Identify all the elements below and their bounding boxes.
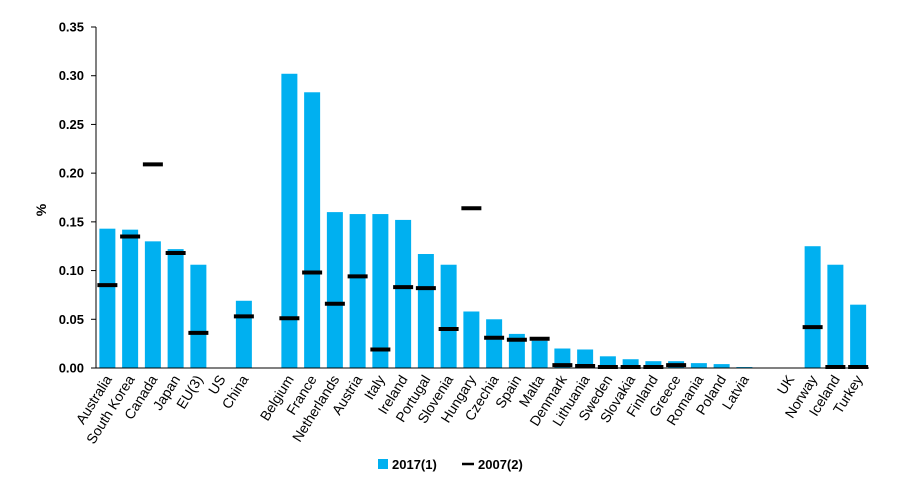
bar-2017 [190, 264, 207, 368]
bar-2017 [622, 359, 639, 368]
legend-label-2017: 2017(1) [392, 457, 437, 472]
bar-2017 [304, 92, 321, 368]
bar-2017 [281, 73, 298, 368]
y-tick-label: 0.20 [59, 166, 84, 181]
y-tick-label: 0.05 [59, 312, 84, 327]
y-axis-ticks: 0.00 0.05 0.10 0.15 0.20 0.25 0.30 0.35 [59, 20, 96, 376]
y-tick-label: 0.00 [59, 361, 84, 376]
bar-2017 [326, 212, 343, 368]
y-tick-label: 0.15 [59, 214, 84, 229]
y-axis-label: % [33, 203, 49, 216]
bar-2017 [804, 246, 821, 368]
y-tick-label: 0.35 [59, 20, 84, 35]
bar-2017 [645, 361, 662, 368]
bar-2017 [850, 304, 867, 368]
y-tick-label: 0.30 [59, 68, 84, 83]
bar-2017 [486, 319, 503, 368]
bar-2017 [144, 241, 161, 368]
legend-label-2007: 2007(2) [478, 457, 523, 472]
bar-2017 [531, 340, 548, 368]
bar-2017 [599, 356, 616, 368]
legend-swatch-2017 [378, 459, 388, 469]
dashes-2007 [97, 162, 869, 370]
bar-2017 [417, 254, 434, 368]
bar-2017 [713, 364, 730, 368]
bar-2017 [827, 264, 844, 368]
bar-2017 [349, 214, 366, 368]
bar-2017 [235, 300, 252, 368]
legend: 2017(1) 2007(2) [378, 457, 523, 472]
bar-2017 [690, 363, 707, 368]
bar-2017 [508, 333, 525, 368]
bar-2017 [167, 249, 184, 368]
bar-2017 [577, 349, 594, 368]
bar-2017 [463, 311, 480, 368]
bar-2017 [122, 229, 139, 368]
bar-2017 [440, 264, 457, 368]
bar-2017 [99, 228, 116, 368]
bar-2017 [372, 214, 389, 368]
y-tick-label: 0.25 [59, 117, 84, 132]
bar-2017 [395, 219, 412, 368]
y-tick-label: 0.10 [59, 263, 84, 278]
bars-2017 [99, 73, 867, 368]
